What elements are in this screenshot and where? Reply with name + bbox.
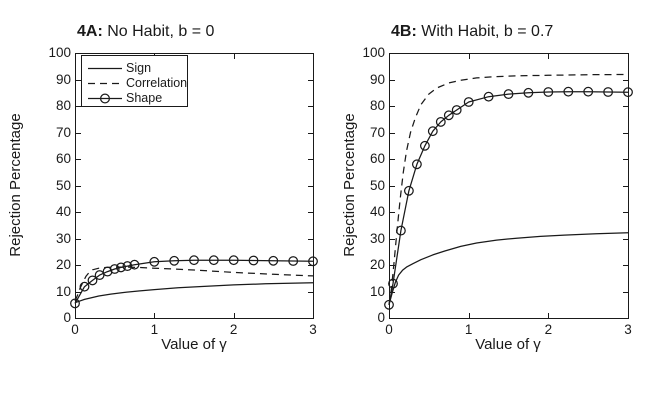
panel-b-title-prefix: 4B: [391,23,417,40]
x-tick-label: 3 [624,322,632,337]
marker-circle [248,255,259,266]
marker-circle [419,140,430,151]
y-tick-label: 60 [55,151,71,166]
y-tick-label: 30 [55,230,71,246]
y-tick-label: 90 [55,71,71,87]
marker-circle [122,261,133,272]
marker-circle [268,255,279,266]
y-tick-label: 30 [369,230,385,246]
panel-a-ylabel: Rejection Percentage [7,113,24,257]
marker-circle [403,185,414,196]
marker-circle [288,256,299,266]
marker-circle [79,281,90,292]
y-tick-label: 20 [369,257,385,272]
legend-label-sign: Sign [126,61,152,75]
y-tick-label: 60 [369,151,385,166]
y-tick-label: 90 [369,71,385,87]
y-tick-label: 10 [369,283,385,299]
marker-circle [483,91,494,102]
legend-marker-circle [99,93,111,104]
marker-circle [109,264,120,274]
marker-circle [435,116,446,127]
x-tick-label: 0 [385,322,393,337]
marker-circle [87,275,98,286]
x-tick-label: 1 [150,322,159,337]
y-tick-label: 70 [55,124,71,140]
y-tick-label: 0 [63,310,71,325]
legend-label-shape: Shape [126,91,163,105]
y-tick-label: 100 [362,45,385,60]
series-line-correlation [388,73,629,305]
panel-a-title-prefix: 4A: [77,23,103,40]
series-line-sign [74,282,314,304]
y-tick-label: 40 [55,204,71,219]
x-tick-label: 3 [309,322,317,337]
y-tick-label: 50 [55,177,71,193]
marker-circle [116,262,126,273]
x-tick-label: 2 [229,322,238,337]
marker-circle [603,87,614,97]
axes-frame [74,52,315,320]
x-tick-label: 1 [464,322,473,337]
panel-b-title: 4B: With Habit, b = 0.7 [391,24,553,40]
marker-circle [169,255,180,266]
marker-circle [443,110,454,121]
panel-a-title: 4A: No Habit, b = 0 [77,24,214,40]
marker-circle [427,126,438,137]
marker-circle [395,225,406,236]
series-line-shape [74,259,314,304]
y-tick-label: 10 [55,283,71,299]
marker-circle [523,87,534,98]
y-tick-label: 70 [369,124,385,140]
marker-circle [563,86,574,97]
x-tick-label: 2 [544,322,553,337]
marker-circle [388,278,398,289]
marker-circle [189,255,199,266]
y-tick-label: 80 [369,98,385,113]
marker-circle [149,256,160,267]
marker-circle [543,87,554,97]
series-line-shape [388,91,629,305]
y-tick-label: 80 [55,98,71,113]
marker-circle [228,255,239,266]
marker-circle [94,270,105,281]
y-tick-label: 50 [369,177,385,193]
x-tick-label: 0 [71,322,79,337]
axes-frame [388,52,630,320]
y-tick-label: 20 [55,257,71,272]
panel-a-xlabel: Value of γ [161,336,227,353]
legend-label-correlation: Correlation [126,76,188,90]
marker-circle [129,259,140,270]
panel-4B [384,52,633,320]
y-tick-label: 40 [369,204,385,219]
y-tick-label: 100 [48,45,71,60]
panel-b-xlabel: Value of γ [475,336,541,353]
series-line-sign [388,232,629,305]
panel-a-title-rest: No Habit, b = 0 [102,23,215,40]
panel-4A [70,52,318,320]
panel-b-title-rest: With Habit, b = 0.7 [416,23,554,40]
marker-circle [583,86,594,97]
marker-circle [451,105,462,115]
marker-circle [411,159,422,170]
marker-circle [463,97,474,107]
y-tick-label: 0 [377,310,385,325]
marker-circle [208,255,219,266]
marker-circle [503,89,514,100]
